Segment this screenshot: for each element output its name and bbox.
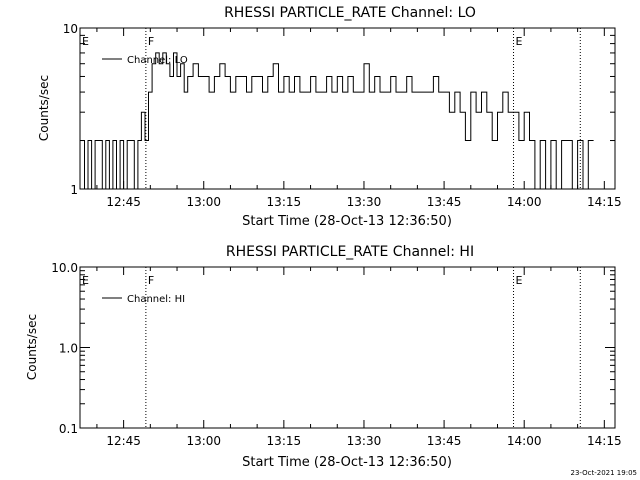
lo-plot-frame (79, 27, 616, 190)
hi-x-tick-label: 13:45 (427, 434, 462, 448)
lo-x-tick-label: 14:15 (587, 195, 622, 209)
lo-time-marker-label: E (82, 35, 89, 48)
hi-y-axis-label: Counts/sec (25, 314, 39, 380)
lo-series-line (80, 52, 594, 190)
lo-x-tick-label: 14:00 (507, 195, 542, 209)
lo-plot-area: 12:45 13:00 13:15 13:30 13:45 14:00 14:15 1 10 (63, 22, 622, 209)
lo-x-tick-label: 12:45 (106, 195, 141, 209)
hi-x-tick-label: 14:15 (587, 434, 622, 448)
hi-time-marker-label: E (516, 274, 523, 287)
lo-legend-label: Channel: LO (127, 55, 188, 66)
lo-y-tick-label: 1 (70, 183, 78, 197)
hi-x-tick-label: 13:15 (267, 434, 302, 448)
lo-y-axis-label: Counts/sec (37, 75, 51, 141)
hi-y-tick-label: 10.0 (51, 261, 78, 275)
hi-legend: Channel: HI (102, 294, 185, 305)
hi-x-axis-label: Start Time (28-Oct-13 12:36:50) (242, 455, 452, 470)
generation-timestamp: 23-Oct-2021 19:05 (571, 469, 637, 477)
hi-plot-frame (79, 266, 616, 429)
hi-y-tick-label: 1.0 (59, 342, 78, 356)
hi-x-tick-label: 13:00 (186, 434, 221, 448)
lo-x-axis-label: Start Time (28-Oct-13 12:36:50) (242, 214, 452, 229)
lo-y-tick-label: 10 (63, 22, 78, 36)
hi-y-tick-label: 0.1 (59, 422, 78, 436)
hi-x-tick-label: 12:45 (106, 434, 141, 448)
hi-legend-label: Channel: HI (127, 294, 185, 305)
lo-legend: Channel: LO (102, 55, 188, 66)
hi-time-marker-label: F (148, 274, 154, 287)
lo-time-marker-label: E (516, 35, 523, 48)
lo-x-tick-label: 13:30 (347, 195, 382, 209)
hi-x-tick-label: 13:30 (347, 434, 382, 448)
hi-time-marker-label: E (82, 274, 89, 287)
lo-x-tick-label: 13:00 (186, 195, 221, 209)
hi-x-tick-label: 14:00 (507, 434, 542, 448)
lo-x-tick-label: 13:15 (267, 195, 302, 209)
lo-time-marker-label: F (148, 35, 154, 48)
hi-chart-title: RHESSI PARTICLE_RATE Channel: HI (226, 244, 474, 260)
lo-chart-title: RHESSI PARTICLE_RATE Channel: LO (224, 5, 476, 21)
hi-channel-panel: RHESSI PARTICLE_RATE Channel: HI Counts/… (25, 244, 622, 470)
lo-data-series (80, 52, 594, 190)
lo-channel-panel: RHESSI PARTICLE_RATE Channel: LO Counts/… (37, 5, 622, 229)
hi-plot-area: 12:45 13:00 13:15 13:30 13:45 14:00 14:15 0.1 1.… (51, 261, 621, 448)
lo-x-tick-label: 13:45 (427, 195, 462, 209)
